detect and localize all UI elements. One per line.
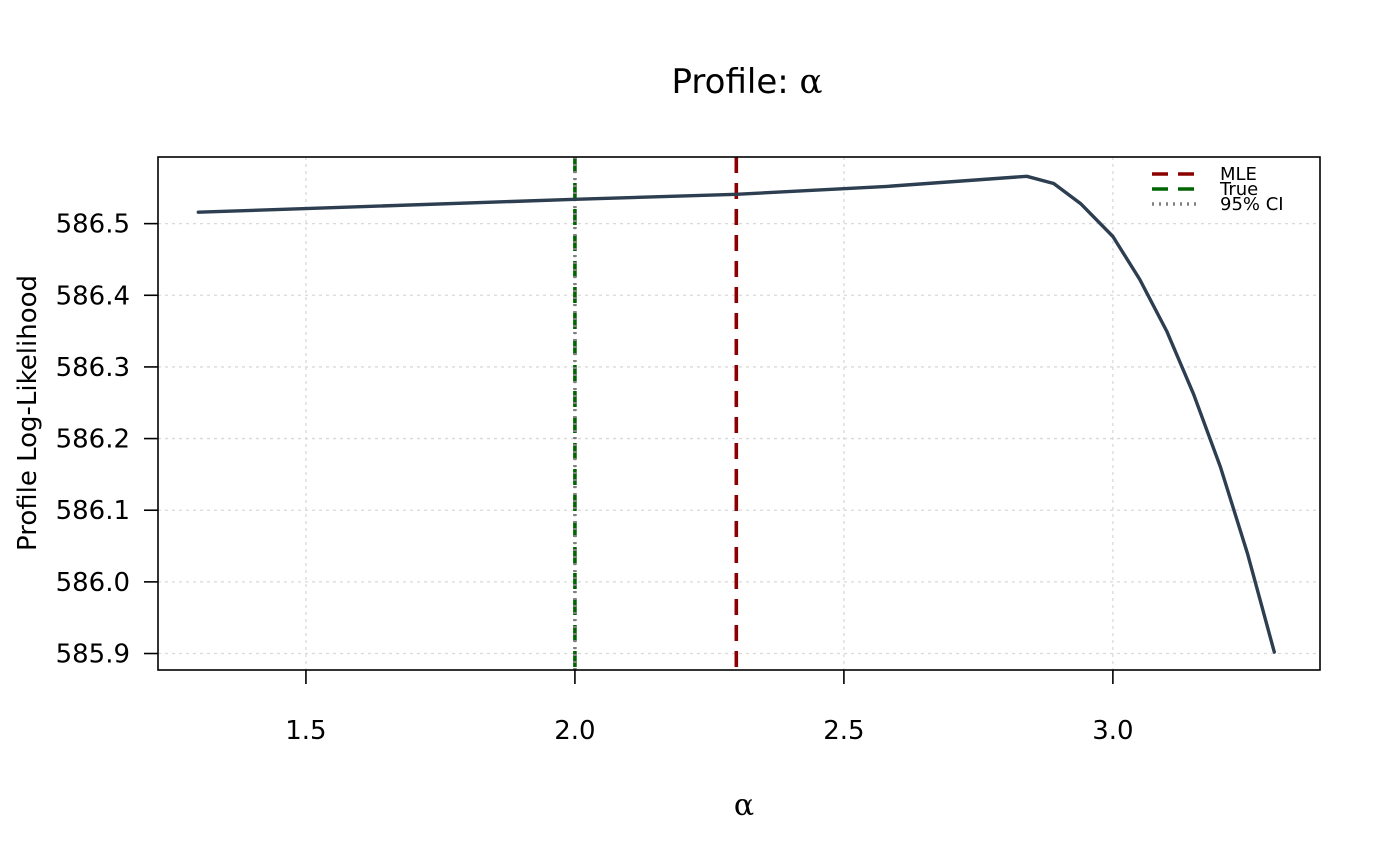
y-tick-label: 586.1	[56, 496, 130, 526]
profile-loglik-line	[196, 174, 1277, 654]
x-tick-label: 3.0	[1092, 716, 1133, 746]
x-tick-label: 2.5	[823, 716, 864, 746]
y-tick-label: 585.9	[56, 640, 130, 670]
grid-lines	[158, 157, 1320, 670]
chart-title-symbol: α	[800, 62, 823, 102]
plot-frame	[157, 156, 1321, 671]
x-axis-label: α	[734, 788, 754, 823]
reference-lines	[573, 157, 739, 670]
y-tick-label: 586.5	[56, 210, 130, 240]
x-tick-label: 1.5	[285, 716, 326, 746]
y-axis: 585.9 586.0 586.1 586.2 586.3 586.4 586.5	[56, 210, 158, 670]
legend-label-mle: MLE	[1220, 164, 1257, 185]
series-lines	[196, 174, 1277, 654]
y-tick-label: 586.2	[56, 425, 130, 455]
legend-label-true: True	[1219, 179, 1258, 200]
legend-label-95-ci: 95% CI	[1220, 194, 1284, 215]
y-tick-label: 586.3	[56, 353, 130, 383]
y-axis-label: Profile Log-Likelihood	[13, 275, 43, 551]
chart-title: Profile: α	[672, 62, 823, 102]
x-tick-label: 2.0	[554, 716, 595, 746]
y-tick-label: 586.0	[56, 568, 130, 598]
chart-title-prefix: Profile:	[672, 62, 800, 102]
x-axis: 1.5 2.0 2.5 3.0	[285, 670, 1134, 746]
y-tick-label: 586.4	[56, 281, 130, 311]
